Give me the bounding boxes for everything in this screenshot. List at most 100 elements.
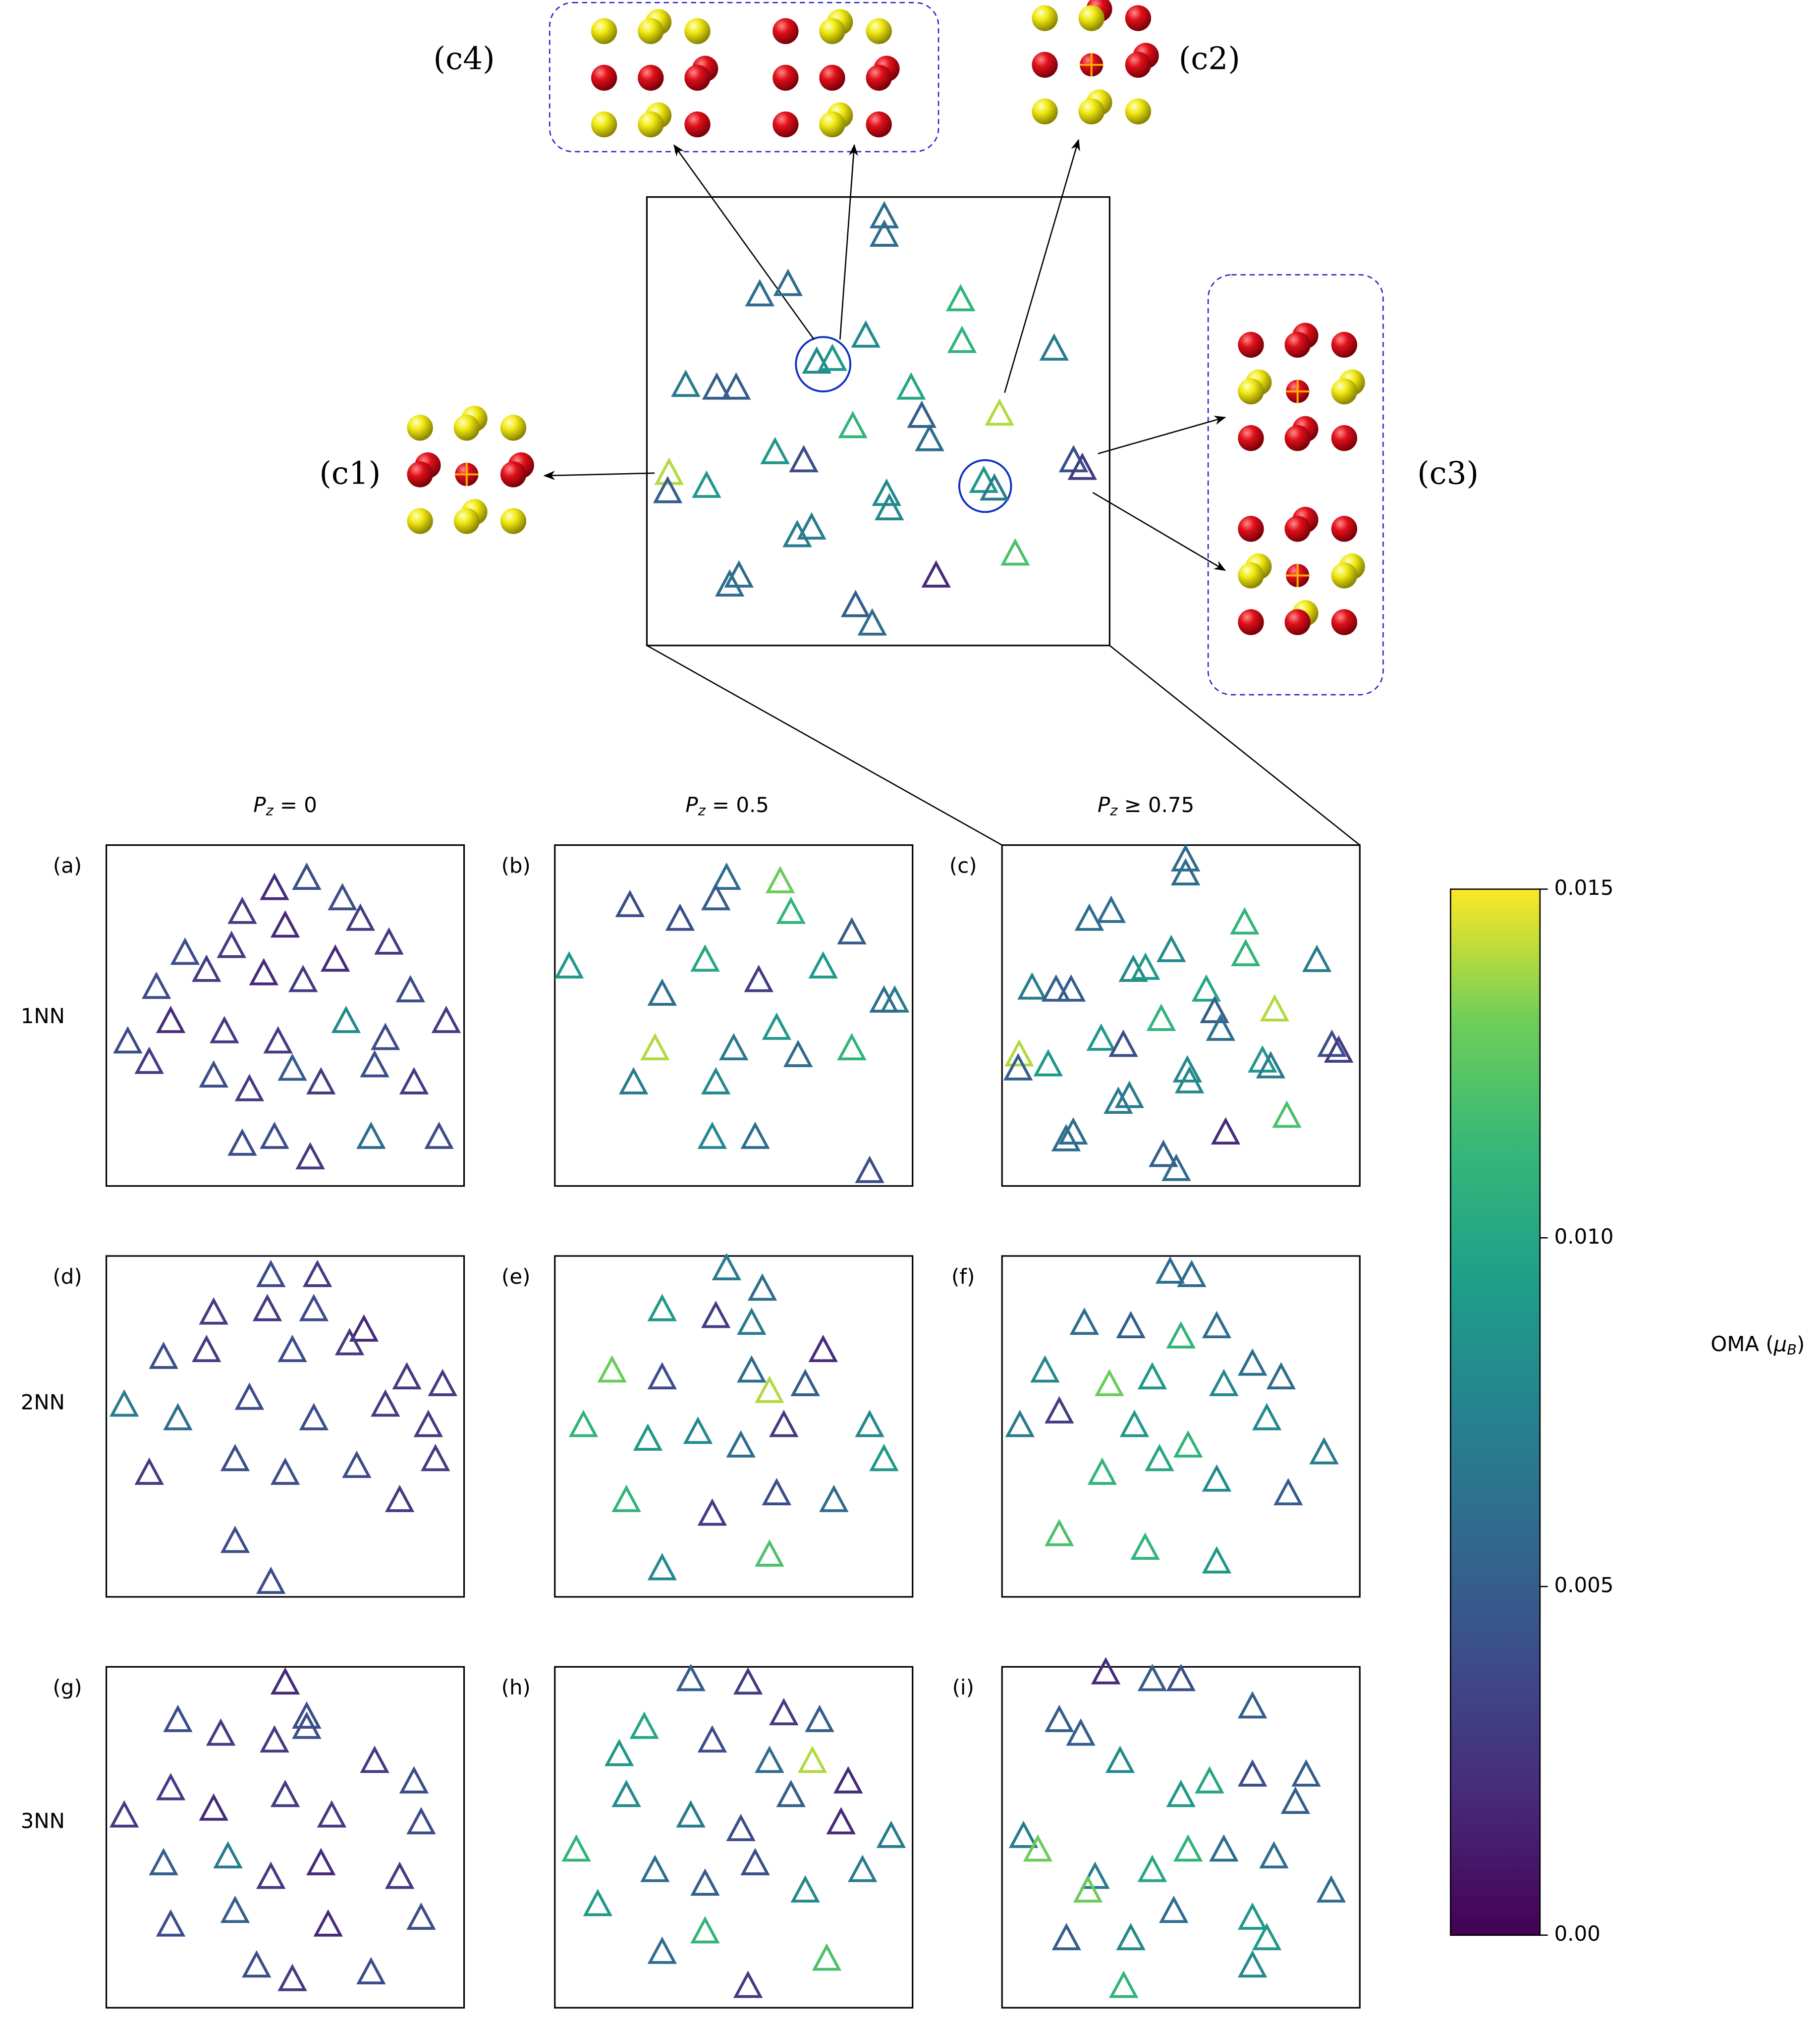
- point: [640, 1033, 670, 1061]
- point: [1073, 1875, 1103, 1903]
- atom: [866, 111, 892, 138]
- atom: [591, 111, 617, 138]
- point: [1109, 1970, 1139, 1998]
- point: [690, 1916, 720, 1944]
- point: [1108, 1029, 1138, 1057]
- point: [1146, 1003, 1176, 1031]
- point: [561, 1834, 591, 1862]
- point: [765, 866, 795, 893]
- point: [1202, 1311, 1232, 1338]
- point: [760, 437, 790, 464]
- panel-label: (a): [53, 854, 82, 878]
- point: [762, 1477, 792, 1506]
- point: [1074, 903, 1104, 931]
- colorbar: [1450, 888, 1541, 1936]
- atom: [866, 18, 892, 44]
- point: [837, 1033, 867, 1061]
- point: [618, 1067, 649, 1094]
- point: [797, 512, 827, 540]
- point: [256, 1861, 286, 1889]
- point: [263, 1026, 293, 1054]
- point: [697, 1725, 727, 1753]
- atom: [684, 64, 711, 91]
- point: [1051, 1124, 1081, 1151]
- point: [213, 1841, 243, 1869]
- point: [1155, 1256, 1185, 1284]
- row-label: 2NN: [21, 1390, 65, 1415]
- colorbar-tick-label: 0.005: [1554, 1573, 1614, 1597]
- point: [747, 1273, 777, 1301]
- point: [371, 1389, 400, 1417]
- point: [356, 1957, 386, 1984]
- atom: [1032, 52, 1058, 78]
- panel-label: (d): [53, 1264, 82, 1289]
- atom: [1284, 516, 1311, 542]
- point: [156, 1005, 186, 1033]
- point: [647, 978, 677, 1006]
- point: [109, 1389, 139, 1417]
- point: [234, 1382, 265, 1410]
- point: [163, 1403, 193, 1430]
- point: [802, 346, 831, 374]
- point: [869, 1444, 899, 1472]
- point: [1191, 974, 1221, 1002]
- point: [1004, 1039, 1034, 1067]
- inset-label: (c2): [1179, 40, 1240, 76]
- point: [156, 1773, 186, 1801]
- point: [1195, 1766, 1224, 1794]
- point: [206, 1718, 236, 1746]
- point: [1045, 1396, 1074, 1423]
- point: [134, 1457, 164, 1485]
- point: [726, 1813, 756, 1842]
- point: [1008, 1820, 1039, 1848]
- point: [1045, 1519, 1074, 1546]
- atom: [638, 111, 664, 138]
- point: [1259, 1841, 1289, 1869]
- point: [270, 910, 300, 938]
- point: [385, 1861, 415, 1889]
- point: [295, 1142, 325, 1170]
- point: [969, 465, 999, 493]
- point: [726, 1430, 756, 1458]
- point: [1209, 1368, 1239, 1396]
- point: [776, 1780, 806, 1807]
- point: [921, 560, 951, 588]
- inset-box: [549, 1, 939, 153]
- point: [227, 1128, 257, 1156]
- atom: [500, 508, 527, 534]
- point: [299, 1403, 329, 1430]
- point: [428, 1368, 457, 1396]
- point: [697, 1498, 727, 1526]
- panel-label: (i): [952, 1675, 974, 1699]
- point: [896, 372, 926, 400]
- panel-frame: [1001, 1666, 1361, 2009]
- zoom-connector: [1109, 645, 1361, 846]
- row-label: 1NN: [21, 1004, 65, 1028]
- point: [568, 1410, 599, 1437]
- point: [170, 937, 200, 965]
- atom: [772, 18, 799, 44]
- point: [712, 1253, 742, 1281]
- point: [554, 951, 584, 979]
- point: [665, 903, 695, 931]
- atom: [1238, 609, 1264, 635]
- point: [292, 1711, 322, 1739]
- point: [647, 1936, 677, 1964]
- point: [360, 1050, 389, 1078]
- point: [597, 1355, 627, 1383]
- point: [227, 896, 257, 924]
- point: [790, 1875, 820, 1903]
- point: [1087, 1457, 1117, 1485]
- point: [805, 1704, 834, 1732]
- point: [745, 279, 775, 307]
- point: [360, 1746, 389, 1773]
- point: [431, 1005, 461, 1033]
- atom: [500, 461, 527, 488]
- point: [1137, 1855, 1167, 1882]
- point: [1051, 1922, 1081, 1951]
- point: [740, 1848, 770, 1875]
- point: [847, 1855, 878, 1882]
- point: [855, 1155, 884, 1183]
- point: [875, 492, 904, 521]
- point: [317, 1800, 347, 1828]
